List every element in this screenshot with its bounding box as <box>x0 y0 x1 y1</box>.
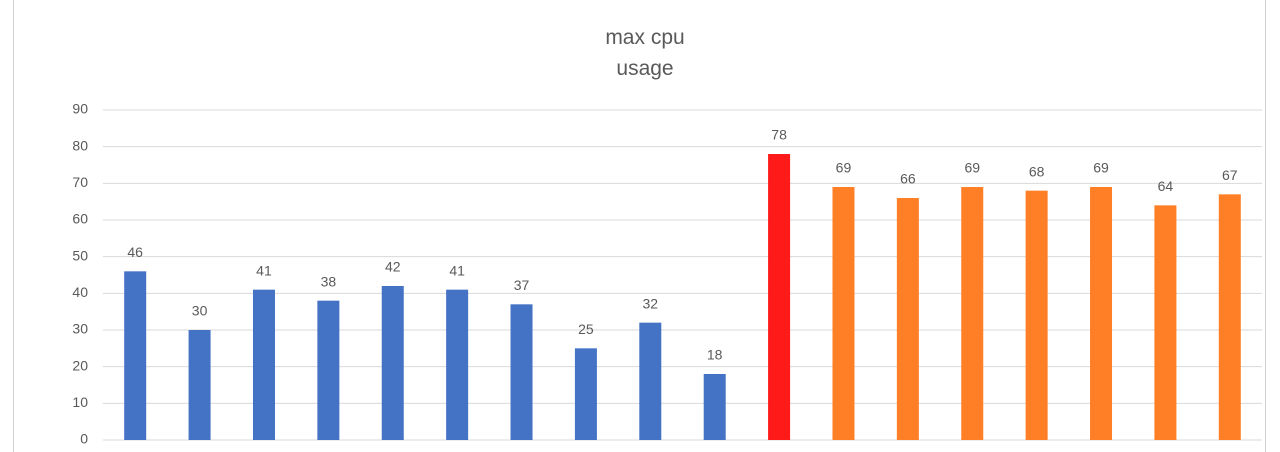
data-label: 68 <box>1029 163 1045 179</box>
bar <box>1154 205 1177 440</box>
chart-title: max cpu usage <box>605 26 685 80</box>
data-label: 18 <box>707 347 723 363</box>
bar <box>188 330 211 440</box>
bar <box>1025 190 1048 440</box>
y-tick-label: 50 <box>72 247 88 263</box>
data-label: 38 <box>321 273 337 289</box>
data-label: 41 <box>449 262 465 278</box>
data-label: 30 <box>192 303 208 319</box>
data-label: 69 <box>1093 160 1109 176</box>
data-label: 69 <box>836 160 852 176</box>
y-tick-label: 70 <box>72 174 88 190</box>
data-label: 78 <box>771 127 787 143</box>
bar <box>832 187 855 440</box>
data-label: 41 <box>256 262 272 278</box>
y-tick-label: 60 <box>72 211 88 227</box>
y-tick-label: 80 <box>72 137 88 153</box>
data-label: 25 <box>578 321 594 337</box>
bar <box>896 198 919 440</box>
data-label: 46 <box>127 244 143 260</box>
bar <box>446 289 469 440</box>
bar <box>252 289 275 440</box>
data-label: 64 <box>1158 178 1174 194</box>
data-label: 32 <box>643 295 659 311</box>
bar <box>703 374 726 440</box>
data-label: 42 <box>385 259 401 275</box>
data-label: 69 <box>964 160 980 176</box>
bar <box>510 304 533 440</box>
y-tick-label: 40 <box>72 284 88 300</box>
y-tick-label: 0 <box>80 431 88 447</box>
bar <box>574 348 597 440</box>
bar <box>768 154 791 440</box>
bar <box>124 271 147 440</box>
y-tick-label: 30 <box>72 321 88 337</box>
bar <box>639 322 662 440</box>
data-label: 67 <box>1222 167 1238 183</box>
bar <box>961 187 984 440</box>
bar <box>1090 187 1113 440</box>
data-label: 37 <box>514 277 530 293</box>
bar <box>1218 194 1241 440</box>
y-tick-label: 90 <box>72 101 88 117</box>
y-tick-label: 20 <box>72 357 88 373</box>
bar <box>381 286 404 440</box>
chart-frame <box>13 0 1266 452</box>
data-label: 66 <box>900 171 916 187</box>
y-tick-label: 10 <box>72 394 88 410</box>
bar <box>317 300 340 440</box>
